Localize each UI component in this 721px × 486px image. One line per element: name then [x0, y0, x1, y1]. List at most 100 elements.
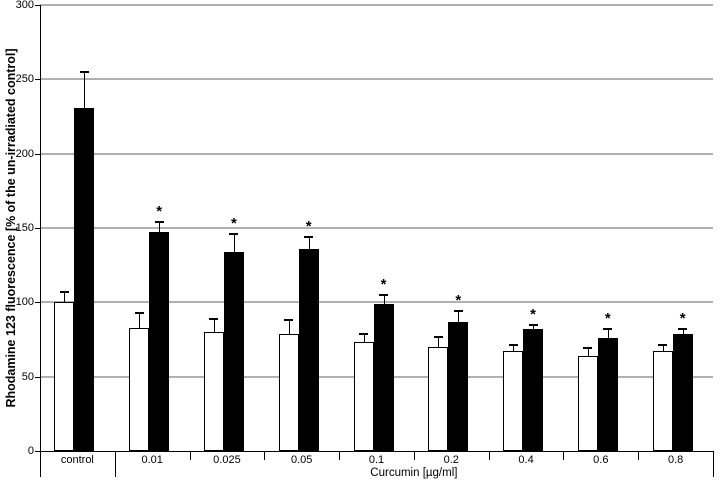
y-axis-tick: [35, 5, 40, 6]
error-bar-cap: [658, 344, 668, 347]
bar-black-bars-0.8: [672, 333, 693, 451]
x-axis-title: Curcumin [µg/ml]: [370, 467, 458, 479]
category-label: 0.1: [368, 454, 385, 466]
y-axis-tick: [35, 79, 40, 81]
error-bar-line: [458, 311, 460, 322]
error-bar-cap: [678, 328, 688, 331]
bar-black-bars-0.2: [448, 321, 469, 451]
bar-black-bars-0.05: [298, 248, 319, 451]
error-bar-line: [513, 345, 515, 352]
error-bar-line: [438, 336, 440, 347]
error-bar-cap: [229, 232, 239, 235]
category-boundary-tick: [413, 451, 415, 460]
error-bar-line: [533, 324, 535, 330]
y-axis-tick: [35, 376, 40, 378]
category-label: 0.025: [213, 454, 241, 466]
bar-white-bars-0.1: [353, 342, 374, 451]
y-tick-label: 250: [15, 73, 34, 86]
error-bar-cap: [528, 323, 538, 326]
gridline: [40, 4, 713, 6]
error-bar-line: [308, 236, 310, 249]
bar-black-bars-0.1: [373, 303, 394, 451]
y-axis-tick: [35, 228, 40, 229]
significance-star: *: [231, 214, 237, 232]
y-axis-tick: [35, 302, 40, 304]
error-bar-cap: [359, 332, 368, 335]
bar-white-bars-0.8: [652, 351, 673, 451]
y-tick-label: 0: [27, 445, 34, 457]
error-bar-cap: [134, 311, 144, 314]
error-bar-line: [64, 291, 66, 303]
category-label: 0.6: [593, 454, 609, 466]
y-axis-tick: [35, 451, 40, 452]
bar-black-bars-control: [74, 107, 95, 451]
y-tick-label: 100: [15, 296, 34, 309]
error-bar-line: [159, 222, 161, 233]
bar-black-bars-0.01: [149, 232, 170, 451]
error-bar-cap: [154, 221, 164, 224]
category-boundary-tick: [339, 451, 341, 460]
error-bar-cap: [59, 290, 69, 293]
category-boundary-tick: [189, 451, 191, 460]
gridline: [40, 152, 713, 155]
category-boundary-tick: [638, 451, 640, 460]
significance-star: *: [530, 305, 536, 323]
category-boundary-tick: [488, 451, 490, 460]
bar-white-bars-0.2: [428, 346, 449, 451]
error-bar-cap: [304, 235, 314, 238]
error-bar-line: [587, 348, 589, 356]
error-bar-cap: [433, 335, 443, 338]
error-bar-line: [288, 320, 290, 334]
category-boundary-tick: [264, 451, 266, 460]
bar-black-bars-0.025: [223, 251, 244, 451]
significance-star: *: [455, 292, 462, 310]
bar-white-bars-0.05: [278, 333, 299, 451]
category-label: 0.8: [667, 454, 684, 466]
error-bar-cap: [603, 328, 613, 331]
significance-star: *: [156, 203, 163, 221]
significance-star: *: [604, 310, 611, 328]
significance-star: *: [305, 217, 312, 235]
gridline: [40, 227, 713, 229]
error-bar-line: [213, 318, 215, 333]
y-axis-line: [40, 5, 41, 451]
category-boundary-tick: [114, 451, 116, 477]
bar-white-bars-control: [54, 302, 75, 451]
x-axis-line: [40, 451, 713, 452]
bar-white-bars-0.4: [503, 351, 524, 451]
category-boundary-tick: [713, 451, 714, 477]
error-bar-line: [682, 329, 684, 334]
error-bar-cap: [284, 319, 294, 322]
gridline: [40, 78, 713, 81]
y-tick-label: 300: [15, 0, 34, 11]
error-bar-cap: [583, 347, 593, 350]
gridline: [40, 301, 713, 304]
bar-white-bars-0.6: [577, 355, 598, 451]
error-bar-cap: [453, 310, 463, 313]
bar-black-bars-0.4: [523, 329, 544, 451]
bar-black-bars-0.6: [597, 338, 618, 451]
error-bar-cap: [209, 317, 219, 320]
error-bar-line: [607, 329, 609, 338]
error-bar-line: [84, 71, 86, 108]
y-tick-label: 150: [15, 222, 34, 234]
bar-white-bars-0.01: [129, 327, 150, 451]
error-bar-line: [139, 312, 141, 328]
error-bar-line: [363, 333, 365, 343]
y-axis-tick: [35, 153, 40, 155]
bar-white-bars-0.025: [203, 332, 224, 451]
category-label: 0.4: [518, 454, 534, 466]
error-bar-line: [662, 345, 664, 352]
error-bar-line: [383, 294, 385, 304]
category-label: 0.01: [141, 454, 163, 466]
category-label: control: [60, 454, 94, 466]
category-boundary-tick: [40, 451, 41, 477]
category-label: 0.2: [443, 454, 459, 466]
error-bar-cap: [508, 344, 518, 347]
error-bar-line: [233, 233, 235, 252]
error-bar-cap: [379, 293, 388, 296]
significance-star: *: [679, 310, 686, 328]
error-bar-cap: [79, 70, 89, 73]
y-tick-label: 50: [21, 370, 34, 383]
